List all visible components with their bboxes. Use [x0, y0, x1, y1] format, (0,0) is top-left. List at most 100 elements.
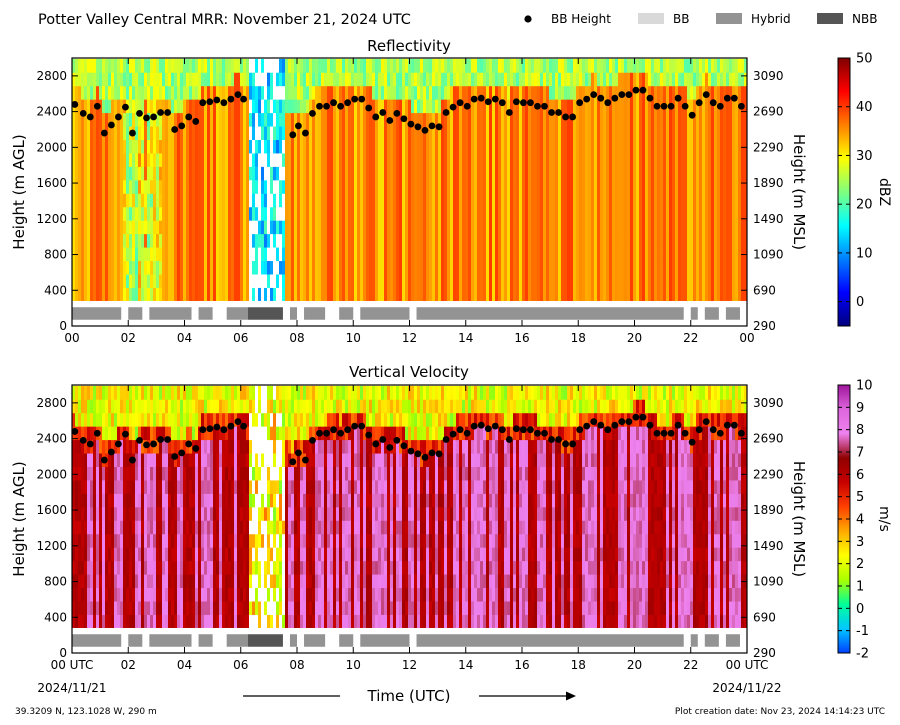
reflectivity-heatmap-cell [369, 139, 373, 154]
reflectivity-heatmap-cell [201, 287, 205, 302]
reflectivity-heatmap-cell [327, 58, 331, 73]
reflectivity-heatmap-cell [84, 85, 88, 100]
reflectivity-heatmap-cell [369, 85, 373, 100]
reflectivity-heatmap-cell [135, 220, 139, 235]
velocity-heatmap-cell [177, 587, 181, 602]
reflectivity-heatmap-cell [726, 247, 730, 262]
reflectivity-heatmap-cell [132, 247, 136, 262]
velocity-heatmap-cell [72, 466, 76, 481]
velocity-heatmap-cell [177, 614, 181, 629]
reflectivity-heatmap-cell [141, 139, 145, 154]
reflectivity-heatmap-cell [150, 179, 154, 194]
reflectivity-heatmap-cell [528, 193, 532, 208]
reflectivity-heatmap-cell [258, 206, 262, 221]
reflectivity-heatmap-cell [351, 166, 355, 181]
reflectivity-heatmap-cell [681, 260, 685, 275]
reflectivity-heatmap-cell [453, 220, 457, 235]
reflectivity-heatmap-cell [231, 287, 235, 302]
reflectivity-heatmap-cell [258, 247, 262, 262]
velocity-heatmap-cell [81, 533, 85, 548]
reflectivity-heatmap-cell [123, 58, 127, 73]
velocity-heatmap-cell [141, 520, 145, 535]
reflectivity-heatmap-cell [231, 112, 235, 127]
reflectivity-heatmap-cell [687, 193, 691, 208]
reflectivity-heatmap-cell [348, 287, 352, 302]
velocity-heatmap-cell [180, 453, 184, 467]
reflectivity-heatmap-cell [297, 179, 301, 194]
reflectivity-heatmap-cell [429, 166, 433, 181]
reflectivity-heatmap-cell [99, 179, 103, 194]
reflectivity-heatmap-cell [615, 85, 619, 100]
reflectivity-heatmap-cell [672, 58, 676, 73]
reflectivity-heatmap-cell [663, 193, 667, 208]
reflectivity-heatmap-cell [483, 260, 487, 275]
reflectivity-bb-height-point [555, 109, 562, 116]
reflectivity-heatmap-cell [108, 99, 112, 114]
reflectivity-heatmap-cell [264, 220, 268, 235]
reflectivity-heatmap-cell [315, 233, 319, 248]
reflectivity-heatmap-cell [288, 179, 292, 194]
velocity-heatmap-cell [120, 466, 124, 481]
reflectivity-heatmap-cell [579, 193, 583, 208]
reflectivity-heatmap-cell [129, 99, 133, 114]
reflectivity-heatmap-cell [156, 247, 160, 262]
reflectivity-heatmap-cell [411, 58, 415, 73]
velocity-heatmap-cell [144, 399, 148, 414]
reflectivity-heatmap-cell [657, 126, 661, 140]
reflectivity-heatmap-cell [468, 260, 472, 275]
reflectivity-heatmap-cell [84, 247, 88, 262]
velocity-heatmap-cell [105, 426, 109, 441]
velocity-heatmap-cell [102, 439, 106, 454]
reflectivity-heatmap-cell [162, 112, 166, 127]
reflectivity-heatmap-cell [561, 112, 565, 127]
reflectivity-heatmap-cell [219, 247, 223, 262]
reflectivity-heatmap-cell [693, 139, 697, 154]
reflectivity-heatmap-cell [309, 72, 313, 87]
reflectivity-heatmap-cell [540, 153, 544, 167]
reflectivity-heatmap-cell [468, 274, 472, 288]
reflectivity-heatmap-cell [636, 112, 640, 127]
reflectivity-heatmap-cell [387, 247, 391, 262]
velocity-heatmap-cell [150, 412, 154, 427]
reflectivity-heatmap-cell [549, 274, 553, 288]
reflectivity-heatmap-cell [576, 85, 580, 100]
reflectivity-heatmap-cell [585, 99, 589, 114]
reflectivity-heatmap-cell [708, 193, 712, 208]
reflectivity-heatmap-cell [258, 112, 262, 127]
reflectivity-heatmap-cell [678, 126, 682, 140]
reflectivity-heatmap-cell [459, 112, 463, 127]
reflectivity-heatmap-cell [198, 220, 202, 235]
velocity-heatmap-cell [150, 466, 154, 481]
reflectivity-heatmap-cell [447, 179, 451, 194]
legend-label-bb: BB [673, 12, 689, 26]
reflectivity-heatmap-cell [258, 274, 262, 288]
velocity-heatmap-cell [84, 439, 88, 454]
reflectivity-heatmap-cell [300, 72, 304, 87]
reflectivity-heatmap-cell [84, 153, 88, 167]
reflectivity-heatmap-cell [621, 287, 625, 302]
reflectivity-heatmap-cell [510, 126, 514, 140]
velocity-heatmap-cell [117, 399, 121, 414]
reflectivity-heatmap-cell [507, 58, 511, 73]
reflectivity-heatmap-cell [573, 72, 577, 87]
reflectivity-heatmap-cell [636, 58, 640, 73]
reflectivity-heatmap-cell [189, 206, 193, 221]
velocity-heatmap-cell [156, 385, 160, 400]
velocity-heatmap-cell [123, 506, 127, 521]
reflectivity-heatmap-cell [537, 206, 541, 221]
reflectivity-heatmap-cell [252, 206, 256, 221]
reflectivity-heatmap-cell [678, 166, 682, 181]
reflectivity-heatmap-cell [183, 126, 187, 140]
reflectivity-heatmap-cell [168, 247, 172, 262]
reflectivity-heatmap-cell [354, 179, 358, 194]
velocity-heatmap-cell [189, 614, 193, 629]
reflectivity-heatmap-cell [519, 153, 523, 167]
reflectivity-heatmap-cell [126, 233, 130, 248]
reflectivity-heatmap-cell [702, 166, 706, 181]
reflectivity-x-tick-label: 00 [739, 331, 754, 345]
velocity-heatmap-cell [129, 480, 133, 494]
reflectivity-heatmap-cell [303, 72, 307, 87]
reflectivity-heatmap-cell [522, 72, 526, 87]
reflectivity-heatmap-cell [138, 260, 142, 275]
reflectivity-heatmap-cell [426, 179, 430, 194]
